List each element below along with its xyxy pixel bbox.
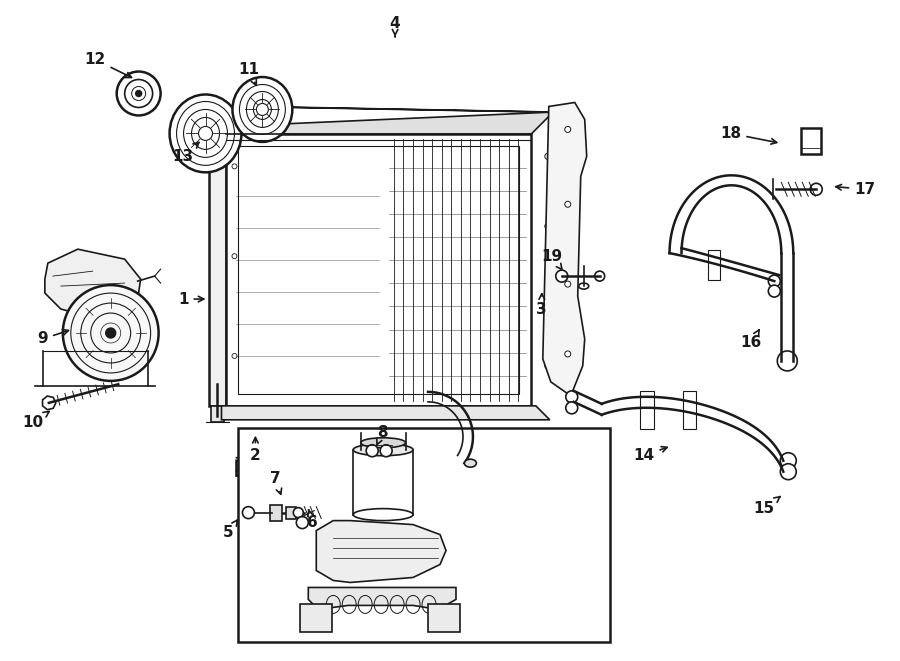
Text: 13: 13 [172, 142, 199, 164]
Text: 4: 4 [390, 16, 400, 37]
Circle shape [544, 223, 551, 229]
Circle shape [293, 508, 303, 518]
Polygon shape [227, 112, 554, 134]
Circle shape [424, 135, 428, 140]
Text: 6: 6 [307, 510, 318, 530]
Text: 2: 2 [250, 438, 261, 463]
Circle shape [244, 135, 249, 140]
Circle shape [769, 285, 780, 297]
Text: 10: 10 [22, 411, 50, 430]
Text: 11: 11 [238, 62, 259, 85]
Bar [238, 428, 609, 642]
Circle shape [780, 464, 796, 480]
Text: 5: 5 [223, 520, 238, 540]
Ellipse shape [353, 508, 413, 521]
Text: 19: 19 [541, 249, 562, 270]
Polygon shape [221, 406, 550, 420]
Circle shape [232, 254, 237, 258]
Text: 14: 14 [634, 447, 667, 463]
Circle shape [544, 303, 551, 309]
Polygon shape [316, 521, 446, 582]
Circle shape [105, 328, 116, 338]
Circle shape [566, 391, 578, 403]
Polygon shape [543, 102, 587, 396]
Circle shape [296, 517, 309, 529]
Circle shape [366, 445, 378, 457]
Text: 12: 12 [85, 52, 131, 77]
Ellipse shape [232, 77, 292, 142]
Circle shape [565, 281, 571, 287]
Polygon shape [209, 134, 227, 406]
Circle shape [242, 506, 255, 519]
Bar [270, 504, 283, 521]
Circle shape [565, 351, 571, 357]
Ellipse shape [169, 95, 241, 173]
Ellipse shape [361, 438, 406, 447]
Ellipse shape [464, 459, 476, 467]
Bar [301, 604, 332, 633]
Circle shape [380, 445, 392, 457]
Circle shape [769, 275, 780, 287]
Text: 3: 3 [536, 293, 547, 317]
Bar [708, 250, 720, 280]
Circle shape [232, 354, 237, 358]
Circle shape [136, 91, 141, 97]
Bar [801, 128, 821, 155]
Circle shape [232, 164, 237, 169]
Circle shape [595, 271, 605, 281]
Circle shape [556, 270, 568, 282]
Text: 16: 16 [741, 330, 762, 350]
Text: 8: 8 [376, 425, 388, 446]
Circle shape [565, 126, 571, 132]
Bar [286, 506, 296, 519]
Bar [682, 391, 697, 429]
Circle shape [778, 351, 797, 371]
Text: 1: 1 [178, 292, 204, 307]
Bar [640, 391, 653, 429]
Circle shape [117, 71, 160, 116]
Polygon shape [45, 249, 140, 316]
Text: 9: 9 [38, 330, 68, 346]
Circle shape [344, 135, 348, 140]
Polygon shape [209, 106, 255, 134]
Polygon shape [237, 451, 539, 476]
Circle shape [565, 201, 571, 208]
Circle shape [810, 183, 823, 195]
Ellipse shape [353, 444, 413, 455]
Bar [428, 604, 460, 633]
Circle shape [544, 363, 551, 369]
Polygon shape [237, 106, 554, 112]
Text: 15: 15 [754, 496, 780, 516]
Text: 7: 7 [270, 471, 282, 494]
Circle shape [513, 135, 518, 140]
Text: 17: 17 [836, 182, 876, 197]
Circle shape [279, 135, 284, 140]
Circle shape [566, 402, 578, 414]
Ellipse shape [579, 283, 589, 289]
Circle shape [780, 453, 796, 469]
Polygon shape [309, 588, 456, 609]
Polygon shape [42, 396, 56, 410]
Bar [227, 134, 531, 406]
Circle shape [544, 153, 551, 159]
Circle shape [63, 285, 158, 381]
Bar [211, 406, 224, 422]
Bar [238, 146, 519, 394]
Text: 18: 18 [720, 126, 777, 144]
